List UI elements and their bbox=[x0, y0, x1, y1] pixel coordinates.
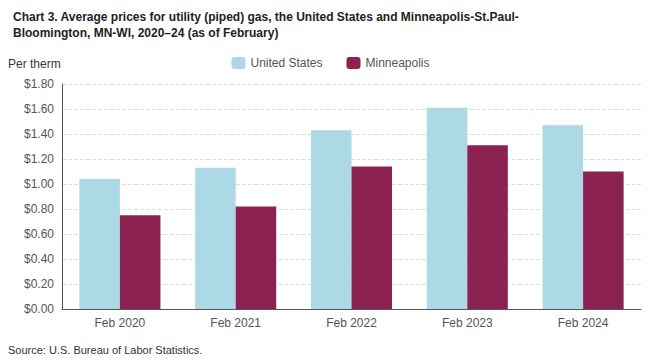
svg-text:Source: U.S. Bureau of Labor S: Source: U.S. Bureau of Labor Statistics. bbox=[8, 344, 202, 356]
svg-text:$0.80: $0.80 bbox=[24, 202, 54, 216]
svg-text:Feb 2020: Feb 2020 bbox=[95, 316, 146, 330]
svg-text:United States: United States bbox=[250, 56, 322, 70]
svg-text:Per therm: Per therm bbox=[8, 57, 61, 71]
svg-text:$1.80: $1.80 bbox=[24, 77, 54, 91]
svg-text:Feb 2023: Feb 2023 bbox=[442, 316, 493, 330]
svg-text:$0.60: $0.60 bbox=[24, 227, 54, 241]
svg-text:$0.40: $0.40 bbox=[24, 252, 54, 266]
svg-text:$1.40: $1.40 bbox=[24, 127, 54, 141]
svg-text:Feb 2024: Feb 2024 bbox=[558, 316, 609, 330]
svg-text:Feb 2021: Feb 2021 bbox=[210, 316, 261, 330]
svg-text:Chart 3. Average prices for ut: Chart 3. Average prices for utility (pip… bbox=[13, 10, 519, 24]
svg-text:Bloomington, MN-WI, 2020–24 (a: Bloomington, MN-WI, 2020–24 (as of Febru… bbox=[13, 26, 278, 40]
svg-text:$1.00: $1.00 bbox=[24, 177, 54, 191]
svg-text:Minneapolis: Minneapolis bbox=[366, 56, 430, 70]
svg-text:$1.20: $1.20 bbox=[24, 152, 54, 166]
svg-text:$1.60: $1.60 bbox=[24, 102, 54, 116]
svg-text:$0.00: $0.00 bbox=[24, 302, 54, 316]
svg-text:$0.20: $0.20 bbox=[24, 277, 54, 291]
svg-text:Feb 2022: Feb 2022 bbox=[326, 316, 377, 330]
